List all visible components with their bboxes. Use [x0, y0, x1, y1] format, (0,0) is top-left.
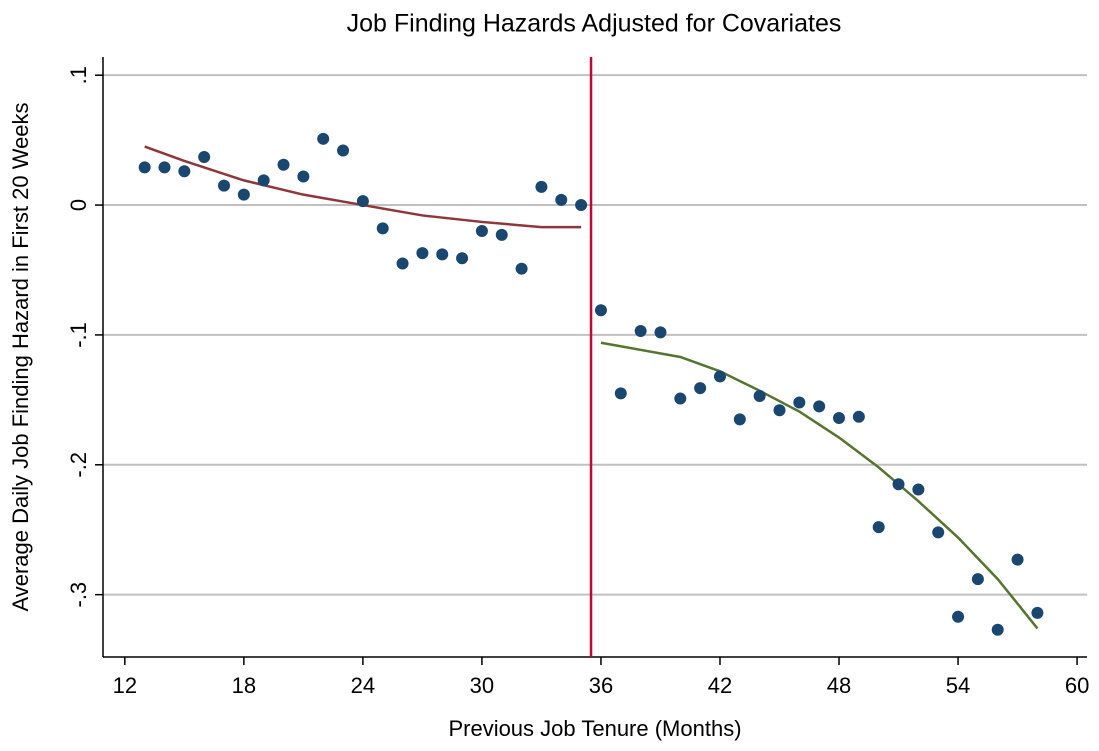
point [356, 195, 369, 208]
x-tick-label: 48 [827, 673, 851, 698]
point [991, 623, 1004, 636]
point [475, 225, 488, 238]
point [1031, 606, 1044, 619]
point [872, 521, 885, 534]
point [634, 325, 647, 338]
point [237, 188, 250, 201]
point [833, 412, 846, 425]
x-tick-label: 18 [232, 673, 256, 698]
point [515, 262, 528, 275]
x-tick-label: 60 [1065, 673, 1089, 698]
point [376, 222, 389, 235]
point [535, 180, 548, 193]
point [198, 151, 211, 163]
fit-line [600, 341, 1039, 630]
point [297, 170, 310, 183]
point [396, 257, 409, 270]
point [416, 247, 429, 260]
point [495, 228, 508, 241]
point [952, 610, 965, 623]
point [456, 252, 469, 265]
point [773, 404, 786, 417]
point [733, 413, 746, 426]
point [793, 396, 806, 409]
y-axis-title: Average Daily Job Finding Hazard in Firs… [8, 102, 33, 611]
point [138, 161, 151, 174]
point [1011, 553, 1024, 566]
point [713, 370, 726, 383]
y-tick-label: .1 [66, 66, 91, 84]
point [753, 389, 766, 402]
y-tick-label: -.2 [66, 452, 91, 478]
point [892, 478, 905, 491]
x-tick-label: 24 [351, 673, 375, 698]
point [813, 400, 826, 413]
point [436, 248, 449, 261]
point [575, 199, 588, 212]
y-tick-label: -.1 [66, 322, 91, 348]
x-tick-label: 36 [589, 673, 613, 698]
point [337, 144, 350, 157]
point [277, 158, 290, 171]
point [317, 132, 330, 145]
point [158, 161, 171, 174]
x-tick-label: 12 [113, 673, 137, 698]
point [932, 526, 945, 539]
x-tick-label: 30 [470, 673, 494, 698]
point [594, 304, 607, 317]
y-tick-label: -.3 [66, 582, 91, 608]
point [257, 174, 270, 187]
point [694, 382, 707, 395]
point [555, 193, 568, 206]
point [674, 392, 687, 405]
x-tick-label: 54 [946, 673, 970, 698]
chart-title: Job Finding Hazards Adjusted for Covaria… [347, 10, 842, 38]
point [852, 410, 865, 423]
y-tick-label: 0 [66, 199, 91, 211]
point [218, 179, 231, 192]
x-tick-label: 42 [708, 673, 732, 698]
point [178, 165, 191, 178]
point [912, 483, 925, 496]
x-axis-title: Previous Job Tenure (Months) [448, 716, 741, 741]
point [971, 573, 984, 586]
point [614, 387, 627, 400]
point [654, 326, 667, 339]
